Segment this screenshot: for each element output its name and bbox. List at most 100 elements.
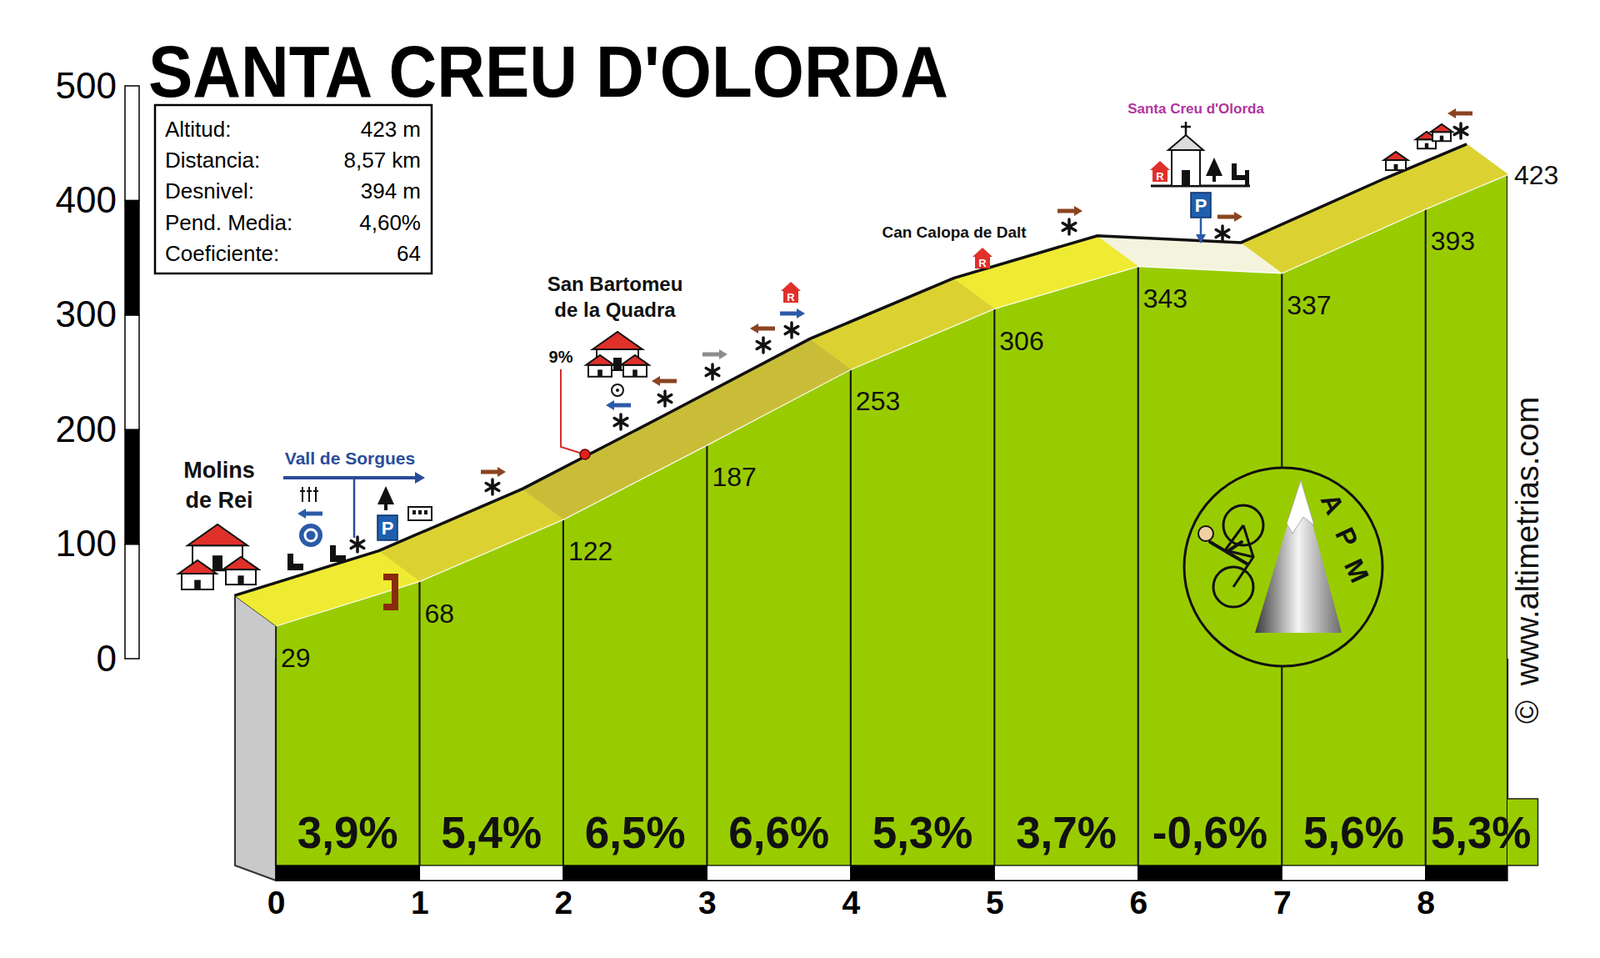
direction-arrowhead: [605, 400, 615, 410]
info-label: Coeficiente:: [165, 240, 280, 266]
tick: 300: [55, 293, 125, 335]
asterisk: [756, 341, 770, 350]
tick: 500: [55, 65, 125, 106]
info-value: 8,57 km: [344, 147, 422, 173]
chart: 3,9%5,4%6,5%6,6%5,3%3,7%-0,6%5,6%5,3%296…: [0, 0, 1600, 958]
leader-line: [560, 369, 585, 455]
house-door: [194, 580, 201, 590]
tick-label: 6: [1129, 884, 1148, 920]
direction-arrow: [1057, 209, 1076, 214]
tick: 2: [555, 880, 574, 920]
house-body: [623, 365, 647, 377]
house-door: [1440, 135, 1444, 142]
bracket: [383, 573, 399, 610]
cemetery-cross: [313, 490, 319, 492]
km-base-line: [705, 658, 708, 865]
ribbon-segment: [378, 488, 563, 580]
altitude-label: 122: [568, 535, 613, 566]
gradient-label: 5,4%: [440, 807, 542, 857]
tick: 200: [55, 408, 125, 450]
annotation-line: 9%: [549, 347, 574, 366]
direction-arrowhead: [750, 323, 759, 334]
asterisk: [485, 483, 500, 491]
km-drop-line: [562, 518, 565, 659]
altitude-label: 253: [855, 385, 900, 416]
annotation-line: San Bartomeu: [547, 272, 684, 295]
tick: 0: [96, 637, 125, 679]
tick-label: 7: [1273, 884, 1292, 920]
asterisk: [1062, 223, 1076, 231]
tree-trunk: [1212, 175, 1216, 182]
asterisk: [756, 341, 770, 350]
tick-label: 500: [55, 65, 117, 106]
house-roof: [1384, 151, 1409, 160]
tick: 3: [698, 880, 717, 920]
info-box: [155, 105, 432, 274]
tick: 100: [55, 522, 125, 564]
copyright: ©: [1510, 700, 1545, 724]
scale-segment: [125, 544, 140, 659]
km-drop-line: [705, 444, 708, 659]
title: SANTA CREU D'OLORDA: [148, 30, 949, 113]
house-door: [597, 369, 603, 376]
gradient-label: 5,3%: [872, 807, 974, 857]
x-axis: 012345678: [267, 880, 1509, 920]
scale-segment: [125, 429, 140, 544]
info-label: Desnivel:: [165, 178, 255, 204]
house-door: [1425, 143, 1429, 150]
cemetery-cross: [315, 486, 317, 502]
tree: [1205, 157, 1223, 176]
house-roof: [222, 556, 259, 570]
building-window: [412, 510, 416, 515]
direction-arrow: [702, 352, 721, 357]
km-bar-segment: [706, 865, 850, 880]
direction-arrowhead: [1234, 211, 1243, 222]
house-door: [1394, 164, 1399, 170]
direction-arrowhead: [1447, 108, 1456, 119]
logo-circle: [1184, 467, 1383, 666]
tick-label: 3: [698, 884, 717, 920]
credit: www.altimetrias.com: [1510, 396, 1545, 686]
direction-arrow: [1217, 215, 1236, 220]
logo-letter: P: [1329, 522, 1365, 552]
km-drop-line: [275, 625, 277, 659]
house-roof: [178, 560, 217, 574]
km-drop-line: [418, 580, 420, 659]
tick-label: 4: [841, 884, 860, 920]
logo: APM: [1184, 467, 1383, 666]
altitude-label: 393: [1430, 225, 1475, 256]
house-body: [588, 365, 612, 377]
annotation-line: Molins: [183, 457, 255, 483]
tree: [377, 485, 395, 505]
km-base-line: [1137, 658, 1140, 865]
tick-label: 100: [55, 522, 117, 564]
logo-snow: [1286, 480, 1315, 534]
church-body: [1171, 150, 1200, 186]
info-value: 64: [396, 240, 421, 266]
cemetery-cross: [308, 486, 310, 502]
asterisk: [1215, 230, 1230, 238]
church-roof: [1168, 135, 1204, 150]
asterisk: [350, 540, 365, 549]
asterisk: [658, 395, 672, 403]
building: [408, 506, 432, 520]
km-base-line: [562, 658, 565, 865]
gradient-labels: 3,9%5,4%6,5%6,6%5,3%3,7%-0,6%5,6%5,3%: [297, 807, 1532, 857]
gradient-label: 6,5%: [585, 807, 686, 857]
km-bar-segment: [994, 865, 1138, 880]
parking-letter: P: [381, 517, 395, 539]
restaurant-icon: [780, 281, 801, 303]
km-drop-line: [1425, 208, 1427, 659]
asterisk: [1062, 223, 1076, 231]
altitude-label: 337: [1286, 290, 1331, 320]
asterisk: [1454, 127, 1468, 135]
tick-label: 5: [985, 884, 1005, 920]
km-bar-segment: [1281, 865, 1425, 880]
axis-line: [276, 880, 1509, 881]
house-door: [613, 357, 622, 370]
scale-segment: [125, 315, 140, 430]
scale-segment: [125, 85, 140, 200]
profile-area: [275, 174, 1508, 659]
tick-label: 0: [267, 884, 286, 920]
tick: 5: [985, 880, 1005, 920]
